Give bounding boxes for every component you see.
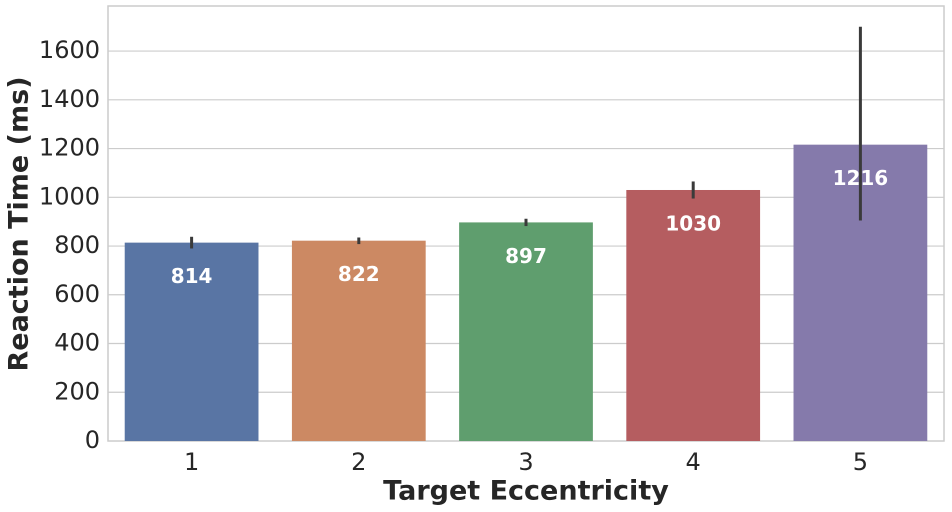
y-tick-label: 1000 <box>39 182 100 210</box>
x-tick-label: 3 <box>518 448 533 476</box>
bar <box>291 240 426 441</box>
x-tick-label: 5 <box>853 448 868 476</box>
y-tick-label: 200 <box>54 377 100 405</box>
y-tick-label: 1200 <box>39 134 100 162</box>
y-tick-label: 1400 <box>39 85 100 113</box>
value-label: 1030 <box>665 211 721 235</box>
x-tick-label: 4 <box>686 448 701 476</box>
y-tick-label: 0 <box>85 426 100 454</box>
x-tick-label: 1 <box>184 448 199 476</box>
y-tick-label: 600 <box>54 280 100 308</box>
y-tick-label: 400 <box>54 329 100 357</box>
y-tick-label: 1600 <box>39 36 100 64</box>
bar <box>124 242 259 441</box>
x-axis-label: Target Eccentricity <box>383 476 669 507</box>
bar <box>626 189 761 441</box>
value-label: 822 <box>338 262 380 286</box>
y-tick-label: 800 <box>54 231 100 259</box>
y-axis-label: Reaction Time (ms) <box>4 76 35 371</box>
x-tick-label: 2 <box>351 448 366 476</box>
value-label: 814 <box>171 264 213 288</box>
bar <box>459 222 593 441</box>
value-label: 897 <box>505 244 547 268</box>
